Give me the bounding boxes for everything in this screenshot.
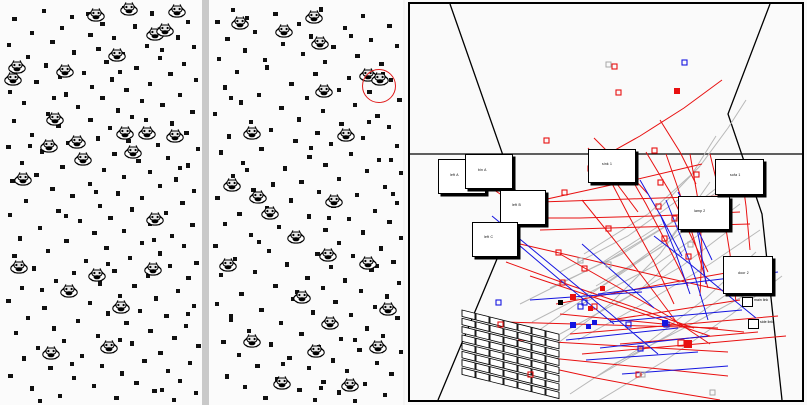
room-label-box-2[interactable] xyxy=(465,154,513,189)
room-label-text-5: sink 1 xyxy=(602,162,613,166)
legend-swatch-2 xyxy=(748,319,759,329)
network-canvas xyxy=(410,4,802,400)
room-label-text-6: lamp 2 xyxy=(694,209,706,213)
edge-layer-secondary xyxy=(491,179,779,375)
room-label-box-7[interactable] xyxy=(715,159,764,195)
debris-layer-b xyxy=(213,7,403,403)
panel-b-canvas xyxy=(213,7,403,403)
room-label-box-3[interactable] xyxy=(500,190,546,225)
room-label-box-5[interactable] xyxy=(588,149,636,183)
grid-mesh xyxy=(461,309,560,400)
legend-label-1: main link xyxy=(754,298,769,302)
node-layer xyxy=(495,59,726,396)
room-label-text-7: sofa 1 xyxy=(730,173,741,177)
room-label-text-1: left A xyxy=(450,173,459,177)
room-label-text-2: bin A xyxy=(478,168,487,172)
node-group-gray xyxy=(577,61,716,396)
room-label-text-3: left B xyxy=(512,203,521,207)
legend-swatch-1 xyxy=(742,297,753,307)
scatter-panel-b xyxy=(209,0,403,405)
legend-label-2: side link xyxy=(760,320,773,324)
room-label-box-4[interactable] xyxy=(472,222,518,257)
room-label-text-4: left C xyxy=(484,235,494,239)
network-frame: left A bin A left B left C sink 1 lamp 2… xyxy=(408,2,804,402)
sprite-layer-b xyxy=(219,9,397,392)
node-group-red-filled xyxy=(570,88,692,348)
node-group-blue xyxy=(495,59,688,352)
node-group-black xyxy=(558,300,563,305)
network-panel: left A bin A left B left C sink 1 lamp 2… xyxy=(405,0,807,405)
panel-divider xyxy=(202,0,209,405)
panel-a-canvas xyxy=(4,1,201,403)
sprite-layer-a xyxy=(4,1,186,360)
room-label-text-8: door 2 xyxy=(738,271,749,275)
scatter-panel-a xyxy=(0,0,202,405)
highlight-circle xyxy=(362,69,396,103)
debris-layer-a xyxy=(6,6,201,403)
room-label-box-6[interactable] xyxy=(678,196,730,230)
room-label-box-8[interactable] xyxy=(723,256,773,294)
node-group-blue-filled xyxy=(570,320,668,329)
